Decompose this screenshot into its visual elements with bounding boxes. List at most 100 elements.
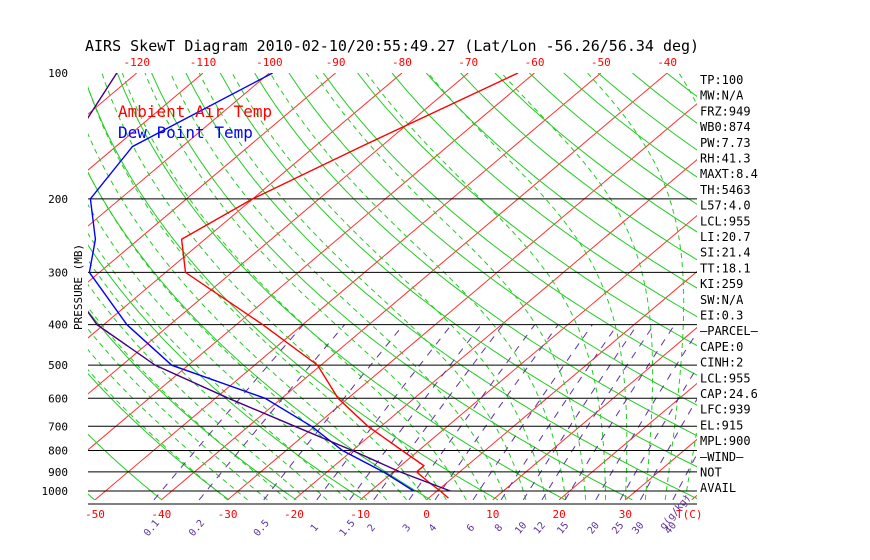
mixing-ratio-tick-label: 0.2 (187, 518, 207, 539)
mixing-ratio-tick-label: 20 (586, 520, 602, 536)
isotherm-line (758, 73, 870, 500)
index-item: EI:0.3 (700, 309, 743, 323)
mixing-ratio-tick-label: 10 (513, 520, 529, 536)
index-item: MW:N/A (700, 89, 744, 103)
mixing-ratio-line (373, 324, 504, 501)
bottom-temp-tick-label: 20 (552, 508, 565, 521)
dry-adiabat-line (254, 73, 697, 437)
isotherm-line (88, 73, 270, 227)
top-temp-tick-label: -90 (326, 56, 346, 69)
moist-adiabat-line (269, 73, 567, 500)
isotherm-line (227, 103, 697, 501)
index-item: EL:915 (700, 418, 743, 432)
dry-adiabat-line (151, 73, 633, 501)
top-temp-tick-label: -80 (392, 56, 412, 69)
mixing-ratio-tick-label: 1.5 (338, 518, 358, 539)
mixing-ratio-line (153, 324, 304, 501)
top-temp-tick-label: -100 (256, 56, 283, 69)
dry-adiabat-line (88, 86, 499, 501)
moist-adiabat-line (88, 283, 308, 501)
moist-adiabat-line (101, 73, 447, 501)
moist-adiabat-grid (88, 73, 697, 501)
isotherm-line (359, 214, 697, 501)
pressure-tick-label: 1000 (42, 485, 69, 498)
index-item: TP:100 (700, 73, 743, 87)
pressure-grid: 100 200 300 400 500 600 700 800 900 1000 (42, 67, 697, 505)
index-item: MPL:900 (700, 434, 751, 448)
dry-adiabat-line (838, 73, 870, 500)
index-item: L57:4.0 (700, 199, 751, 213)
pressure-tick-label: 700 (48, 420, 68, 433)
moist-adiabat-line (198, 73, 527, 501)
series-line-1 (88, 73, 415, 492)
index-item: CINH:2 (700, 356, 743, 370)
mixing-ratio-tick-label: 2 (366, 523, 378, 535)
dry-adiabat-line (804, 73, 870, 500)
mixing-ratio-tick-label: 8 (493, 523, 505, 535)
dry-adiabat-line (735, 73, 870, 500)
index-item: —WIND— (700, 450, 744, 464)
y-axis-label: PRESSURE (MB) (72, 244, 85, 330)
index-item: FRZ:949 (700, 104, 751, 118)
mixing-ratio-tick-label: 1 (309, 523, 321, 535)
isotherm-line (0, 73, 70, 500)
top-temp-tick-label: -40 (657, 56, 677, 69)
moist-adiabat-line (88, 348, 248, 501)
chart-title: AIRS SkewT Diagram 2010-02-10/20:55:49.2… (85, 37, 699, 55)
index-item: LFC:939 (700, 403, 751, 417)
mixing-ratio-tick-label: 4 (427, 523, 439, 535)
mixing-ratio-line (472, 324, 593, 501)
dry-adiabat-line (770, 73, 870, 500)
bottom-temp-tick-label: -40 (151, 508, 171, 521)
dry-adiabat-line (288, 73, 697, 406)
isotherm-line (824, 73, 870, 500)
moist-adiabat-line (231, 73, 547, 500)
mixing-ratio-line (434, 324, 559, 501)
top-temp-tick-label: -60 (525, 56, 545, 69)
mixing-ratio-line (198, 324, 345, 501)
moist-adiabat-line (366, 73, 606, 500)
dry-adiabat-line (632, 73, 697, 124)
index-item: SW:N/A (700, 293, 744, 307)
pressure-tick-label: 600 (48, 392, 68, 405)
index-item: LI:20.7 (700, 230, 751, 244)
dry-adiabat-line (88, 372, 230, 501)
index-item: —PARCEL— (700, 324, 759, 338)
index-item: CAP:24.6 (700, 387, 758, 401)
index-item: MAXT:8.4 (700, 167, 758, 181)
moist-adiabat-line (88, 306, 288, 501)
bottom-temp-tick-label: 0 (423, 508, 430, 521)
mixing-ratio-tick-label: 0.5 (252, 518, 272, 539)
mixing-ratio-line (541, 324, 655, 501)
moist-adiabat-line (313, 73, 587, 500)
isotherm-line (88, 73, 403, 339)
isotherm-line (0, 73, 4, 500)
mixing-ratio-line (639, 398, 697, 501)
pressure-tick-label: 300 (48, 266, 68, 279)
moist-adiabat-line (121, 73, 467, 501)
legend-dew-point-temp: Dew Point Temp (118, 123, 253, 142)
index-item: NOT (700, 466, 722, 480)
index-item: TT:18.1 (700, 261, 751, 275)
series-line-0 (180, 73, 519, 492)
moist-adiabat-line (678, 73, 697, 500)
bottom-temp-tick-label: 10 (486, 508, 499, 521)
top-temp-tick-label: -120 (123, 56, 150, 69)
index-item: SI:21.4 (700, 246, 751, 260)
mixing-ratio-line (263, 324, 404, 501)
mixing-ratio-line (316, 324, 452, 501)
top-temp-tick-label: -50 (591, 56, 611, 69)
mixing-ratio-tick-label: 0.1 (142, 518, 162, 539)
dry-adiabat-line (88, 244, 364, 501)
dry-adiabat-line (425, 73, 697, 289)
mixing-ratio-line (595, 331, 697, 501)
surface-temp-segment (439, 490, 449, 499)
bottom-temp-tick-label: -30 (218, 508, 238, 521)
moist-adiabat-line (88, 203, 368, 501)
index-item: WB0:874 (700, 120, 751, 134)
mixing-ratio-line (522, 324, 638, 501)
moist-adiabat-line (501, 73, 654, 500)
dry-adiabat-line (460, 73, 697, 261)
mixing-ratio-tick-label: 12 (532, 520, 548, 536)
